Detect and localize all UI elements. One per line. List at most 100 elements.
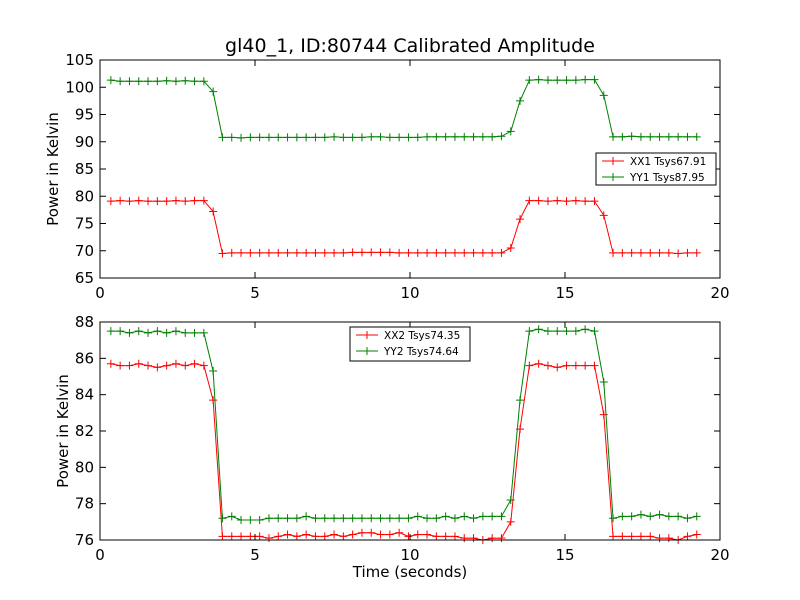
data-point-1-0-18 xyxy=(274,532,283,541)
data-point-1-1-58 xyxy=(646,512,655,521)
data-point-0-1-15 xyxy=(246,133,255,142)
y-axis-label: Power in Kelvin xyxy=(54,374,72,488)
legend-marker xyxy=(609,157,617,165)
data-point-1-0-60 xyxy=(664,534,673,543)
data-point-0-0-22 xyxy=(311,248,320,257)
data-point-1-0-57 xyxy=(636,532,645,541)
data-point-0-0-27 xyxy=(357,248,366,257)
data-point-1-0-38 xyxy=(460,534,469,543)
data-point-1-1-25 xyxy=(339,514,348,523)
data-point-1-0-16 xyxy=(255,532,264,541)
data-point-1-1-7 xyxy=(171,327,180,336)
legend: XX1 Tsys67.91 YY1 Tsys87.95 xyxy=(595,152,717,186)
data-point-0-1-61 xyxy=(674,132,683,141)
data-point-0-0-31 xyxy=(395,248,404,257)
data-point-0-0-42 xyxy=(497,248,506,257)
data-point-0-1-62 xyxy=(683,132,692,141)
data-point-0-0-43 xyxy=(506,244,515,253)
data-point-1-1-20 xyxy=(292,514,301,523)
data-point-0-1-42 xyxy=(497,132,506,141)
data-point-0-0-3 xyxy=(134,196,143,205)
data-point-0-1-13 xyxy=(227,133,236,142)
data-point-0-0-34 xyxy=(423,248,432,257)
y-tick-label: 65 xyxy=(75,269,94,287)
data-point-0-1-23 xyxy=(320,133,329,142)
data-point-0-1-17 xyxy=(264,133,273,142)
legend-label: YY2 Tsys74.64 xyxy=(383,346,459,358)
data-point-1-0-23 xyxy=(320,532,329,541)
data-point-0-1-5 xyxy=(153,77,162,86)
data-point-1-1-18 xyxy=(274,514,283,523)
y-tick-label: 80 xyxy=(75,187,94,205)
data-point-0-0-41 xyxy=(488,248,497,257)
x-tick-label: 10 xyxy=(400,546,419,564)
data-point-1-1-61 xyxy=(674,512,683,521)
data-point-0-1-20 xyxy=(292,133,301,142)
data-point-1-1-42 xyxy=(497,512,506,521)
data-point-1-0-26 xyxy=(348,530,357,539)
data-point-1-0-43 xyxy=(506,517,515,526)
data-point-1-0-58 xyxy=(646,532,655,541)
x-tick-label: 5 xyxy=(250,284,260,302)
data-point-0-1-50 xyxy=(571,76,580,85)
data-point-1-1-50 xyxy=(571,327,580,336)
legend-label: YY1 Tsys87.95 xyxy=(629,172,705,184)
data-point-0-0-11 xyxy=(209,207,218,216)
data-point-0-1-39 xyxy=(469,132,478,141)
data-point-1-1-48 xyxy=(553,327,562,336)
data-point-0-0-48 xyxy=(553,196,562,205)
data-point-0-1-34 xyxy=(423,132,432,141)
data-point-0-1-56 xyxy=(627,132,636,141)
data-point-1-1-37 xyxy=(450,514,459,523)
legend-marker xyxy=(363,347,371,355)
data-point-0-0-30 xyxy=(385,248,394,257)
data-point-1-0-30 xyxy=(385,530,394,539)
data-point-1-1-1 xyxy=(116,327,125,336)
data-point-1-1-40 xyxy=(478,512,487,521)
data-point-1-1-28 xyxy=(367,514,376,523)
legend-marker xyxy=(609,173,617,181)
data-point-0-0-49 xyxy=(562,197,571,206)
data-point-1-0-9 xyxy=(190,359,199,368)
data-point-1-1-47 xyxy=(543,327,552,336)
data-point-1-0-27 xyxy=(357,528,366,537)
data-point-0-1-37 xyxy=(450,132,459,141)
data-point-0-0-2 xyxy=(125,197,134,206)
data-point-1-1-46 xyxy=(534,325,543,334)
data-point-0-0-52 xyxy=(590,197,599,206)
data-point-1-1-0 xyxy=(106,327,115,336)
data-point-0-1-10 xyxy=(199,77,208,86)
y-tick-label: 95 xyxy=(75,106,94,124)
data-point-1-1-53 xyxy=(599,377,608,386)
data-point-1-0-13 xyxy=(227,532,236,541)
x-tick-label: 5 xyxy=(250,546,260,564)
x-tick-label: 20 xyxy=(710,546,729,564)
data-point-0-1-0 xyxy=(106,76,115,85)
data-point-1-1-62 xyxy=(683,514,692,523)
data-point-0-1-30 xyxy=(385,133,394,142)
data-point-1-0-34 xyxy=(423,530,432,539)
data-point-0-0-25 xyxy=(339,248,348,257)
data-point-0-1-8 xyxy=(181,76,190,85)
data-point-0-0-39 xyxy=(469,248,478,257)
data-point-1-0-2 xyxy=(125,361,134,370)
data-point-0-1-59 xyxy=(655,132,664,141)
data-point-1-1-27 xyxy=(357,514,366,523)
data-point-1-0-4 xyxy=(144,361,153,370)
data-point-1-1-33 xyxy=(413,512,422,521)
data-point-1-0-48 xyxy=(553,363,562,372)
data-point-1-1-45 xyxy=(525,327,534,336)
data-point-1-0-1 xyxy=(116,361,125,370)
data-point-1-1-6 xyxy=(162,328,171,337)
data-point-0-0-54 xyxy=(609,248,618,257)
data-point-1-1-63 xyxy=(692,512,701,521)
data-point-0-0-29 xyxy=(376,248,385,257)
data-point-1-0-6 xyxy=(162,361,171,370)
data-point-1-0-62 xyxy=(683,532,692,541)
data-point-1-0-47 xyxy=(543,361,552,370)
data-point-0-0-5 xyxy=(153,197,162,206)
data-point-1-1-49 xyxy=(562,327,571,336)
data-point-1-1-9 xyxy=(190,328,199,337)
data-point-1-0-19 xyxy=(283,530,292,539)
data-point-0-1-2 xyxy=(125,77,134,86)
